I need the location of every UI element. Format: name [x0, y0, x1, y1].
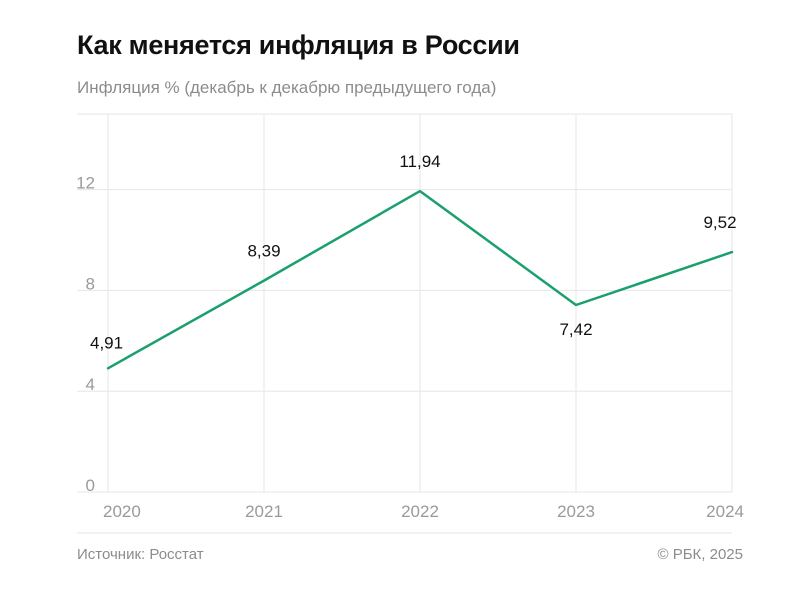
data-labels: 4,91 8,39 11,94 7,42 9,52	[90, 152, 737, 352]
y-tick-label: 4	[86, 375, 95, 394]
x-tick-label: 2020	[103, 502, 141, 521]
series-line	[106, 189, 734, 370]
data-label: 7,42	[559, 320, 592, 339]
grid	[77, 113, 733, 534]
x-tick-label: 2021	[245, 502, 283, 521]
source-note: Источник: Росстат	[77, 546, 204, 563]
x-tick-label: 2023	[557, 502, 595, 521]
y-axis-ticks: 0 4 8 12	[76, 174, 95, 495]
series-layer	[106, 189, 734, 370]
data-label: 11,94	[399, 152, 440, 171]
y-tick-label: 12	[76, 174, 95, 193]
chart-title: Как меняется инфляция в России	[77, 30, 520, 60]
chart-subtitle: Инфляция % (декабрь к декабрю предыдущег…	[77, 78, 497, 97]
data-label: 8,39	[247, 242, 280, 261]
copyright-note: © РБК, 2025	[657, 546, 743, 563]
data-label: 9,52	[703, 213, 736, 232]
x-tick-label: 2022	[401, 502, 439, 521]
data-label: 4,91	[90, 333, 123, 352]
y-tick-label: 0	[86, 476, 95, 495]
x-axis-ticks: 2020 2021 2022 2023 2024	[103, 502, 744, 521]
x-tick-label: 2024	[706, 502, 744, 521]
y-tick-label: 8	[86, 274, 95, 293]
